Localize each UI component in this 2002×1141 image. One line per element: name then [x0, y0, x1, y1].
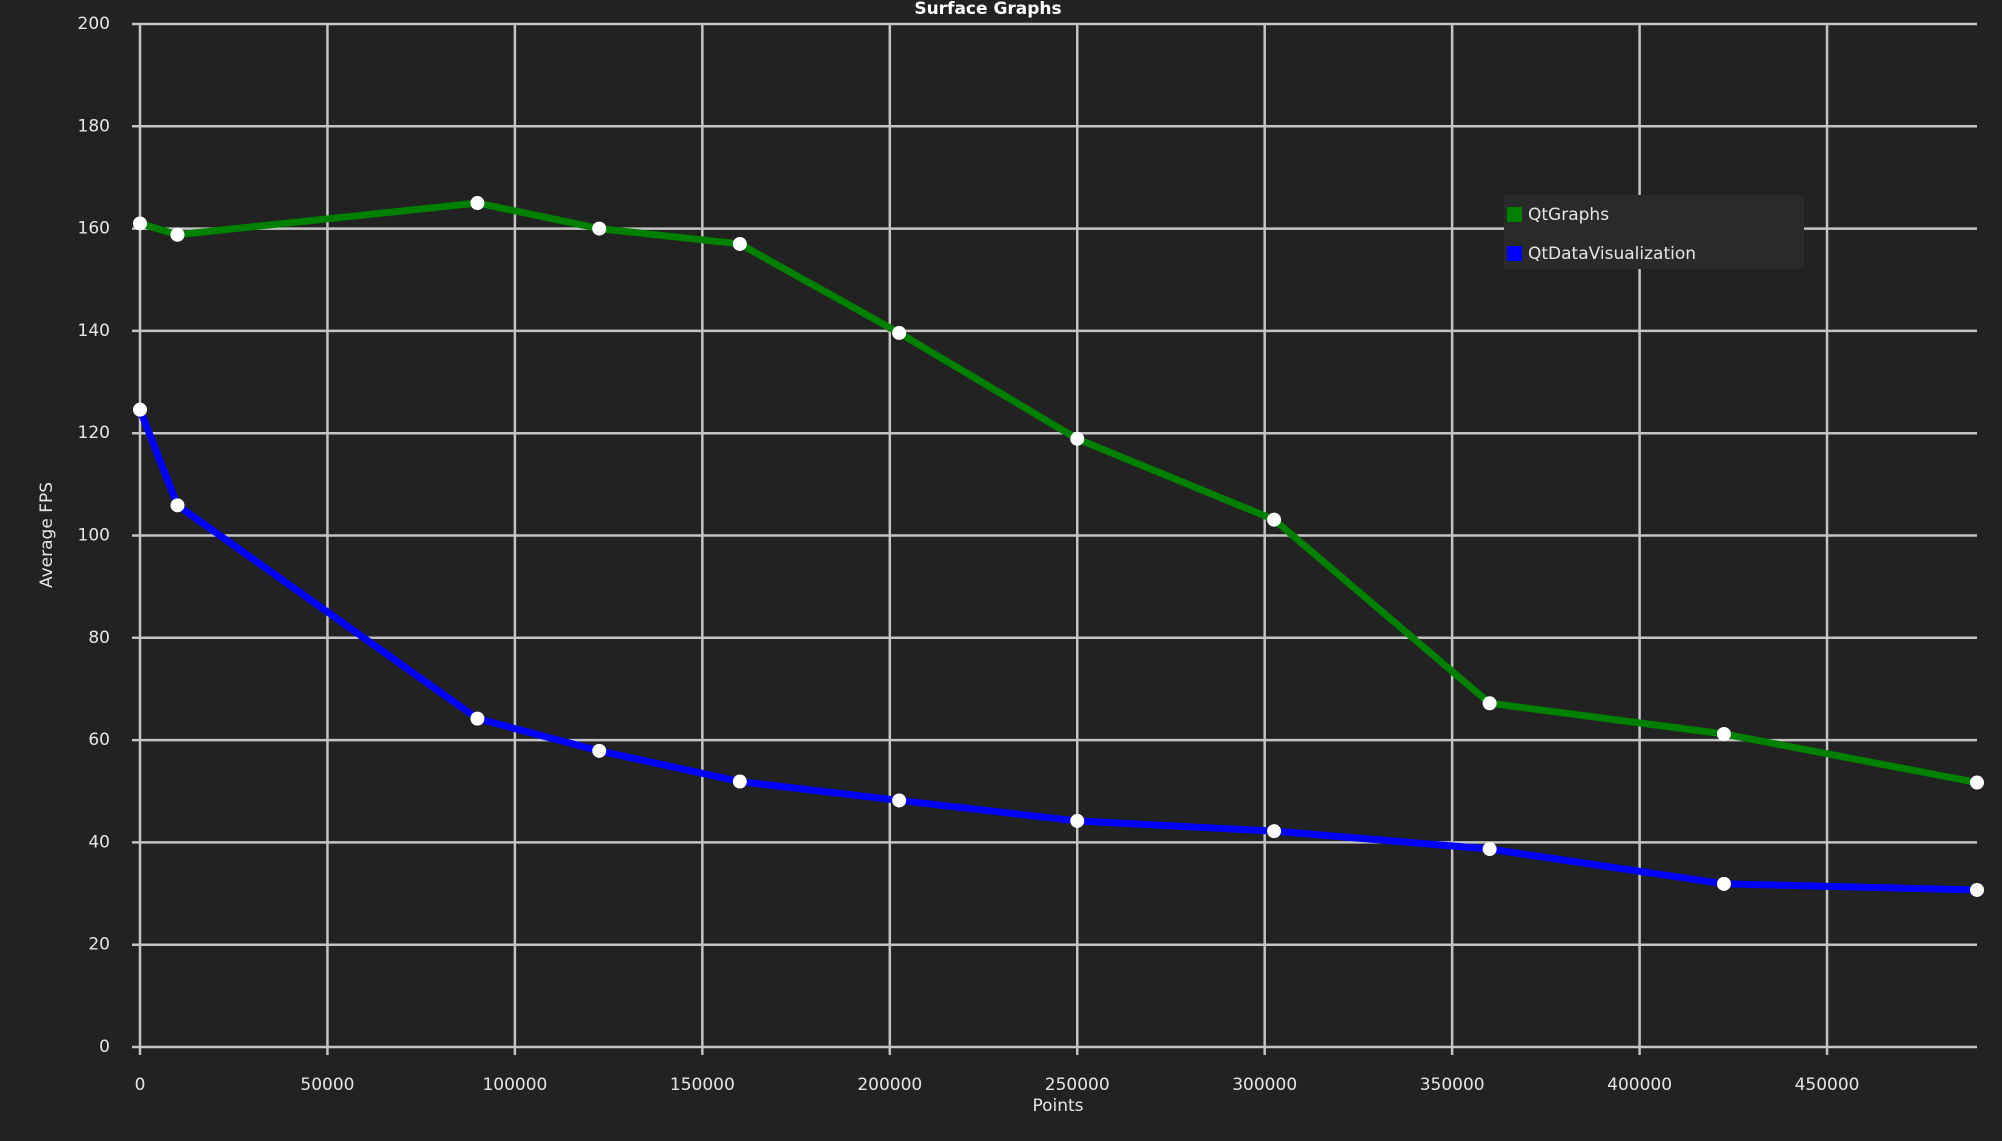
data-point	[470, 196, 485, 211]
data-point	[892, 325, 907, 340]
y-tick-label: 200	[78, 14, 110, 34]
legend-box	[1504, 195, 1804, 269]
legend: QtGraphs QtDataVisualization	[1504, 195, 1804, 269]
y-tick-label: 140	[78, 321, 110, 341]
x-tick-label: 450000	[1795, 1075, 1860, 1095]
x-tick-label: 100000	[482, 1075, 547, 1095]
data-point	[1267, 824, 1282, 839]
data-point	[1970, 882, 1984, 897]
data-point	[592, 743, 607, 758]
data-point	[133, 216, 147, 231]
x-axis-label: Points	[1032, 1096, 1083, 1116]
legend-label: QtGraphs	[1528, 205, 1609, 225]
chart-title: Surface Graphs	[914, 0, 1061, 19]
y-tick-label: 40	[88, 832, 110, 852]
y-tick-label: 100	[78, 526, 110, 546]
data-point	[1716, 726, 1731, 741]
x-tick-label: 200000	[857, 1075, 922, 1095]
y-tick-label: 80	[88, 628, 110, 648]
x-tick-label: 0	[135, 1075, 146, 1095]
data-point	[1482, 696, 1497, 711]
data-point	[1482, 842, 1497, 857]
data-point	[170, 498, 185, 513]
y-tick-label: 160	[78, 219, 110, 239]
legend-label: QtDataVisualization	[1528, 244, 1696, 264]
data-point	[732, 236, 747, 251]
x-tick-label: 50000	[300, 1075, 354, 1095]
x-tick-label: 400000	[1607, 1075, 1672, 1095]
y-tick-label: 0	[99, 1037, 110, 1057]
x-tick-label: 350000	[1420, 1075, 1485, 1095]
y-tick-label: 60	[88, 730, 110, 750]
data-point	[592, 221, 607, 236]
data-point	[1070, 813, 1085, 828]
data-point	[1716, 876, 1731, 891]
y-tick-label: 120	[78, 423, 110, 443]
x-tick-label: 250000	[1045, 1075, 1110, 1095]
data-point	[1267, 512, 1282, 527]
y-tick-label: 180	[78, 116, 110, 136]
data-point	[133, 402, 147, 417]
data-point	[170, 227, 185, 242]
x-tick-label: 300000	[1232, 1075, 1297, 1095]
y-tick-label: 20	[88, 935, 110, 955]
data-point	[1070, 431, 1085, 446]
data-point	[470, 711, 485, 726]
legend-swatch	[1507, 207, 1522, 222]
y-axis-label: Average FPS	[37, 482, 57, 588]
legend-swatch	[1507, 246, 1522, 261]
data-point	[732, 774, 747, 789]
x-tick-label: 150000	[670, 1075, 735, 1095]
data-point	[892, 793, 907, 808]
data-point	[1970, 775, 1984, 790]
